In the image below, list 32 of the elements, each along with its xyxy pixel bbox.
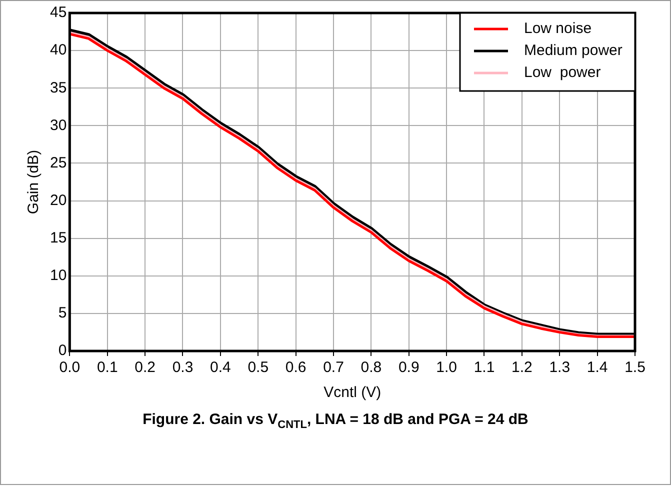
x-tick-label: 1.2: [512, 359, 532, 376]
text: Figure 2. Gain vs V$_{CNTL}$, LNA = 18 dB and PGA = 24 dB: [142, 411, 530, 431]
x-tick-label: 1.4: [586, 359, 608, 376]
x-tick-label: 1.3: [549, 359, 570, 376]
x-tick-label: 1.1: [474, 359, 495, 376]
x-tick-label: 1.0: [436, 359, 457, 376]
y-tick-label: 25: [50, 154, 67, 172]
x-tick-label: 0.8: [360, 359, 382, 376]
legend-label: Low noise: [524, 20, 592, 38]
x-tick-label: 0.6: [285, 359, 306, 376]
y-tick-label: 30: [50, 116, 67, 134]
y-tick-label: 5: [58, 304, 67, 322]
y-tick-label: 10: [50, 267, 67, 284]
x-tick-label: 0.0: [59, 359, 80, 376]
y-tick-label: 40: [50, 42, 67, 59]
y-tick-label: 0: [58, 342, 67, 360]
x-tick-label: 0.3: [172, 359, 194, 376]
y-tick-label: 45: [50, 4, 67, 22]
x-tick-label: 0.1: [96, 359, 118, 376]
legend-label: Low power: [524, 64, 601, 82]
x-tick-label: 1.5: [624, 359, 646, 376]
y-tick-label: 15: [50, 229, 67, 246]
legend-label: Medium power: [524, 42, 622, 60]
x-tick-label: 0.9: [398, 359, 420, 376]
x-tick-label: 0.7: [323, 359, 344, 376]
x-tick-label: 0.4: [210, 359, 231, 376]
x-tick-label: 0.2: [134, 359, 156, 376]
x-tick-label: 0.5: [248, 359, 269, 376]
y-axis-title: Gain (dB): [25, 150, 42, 214]
y-tick-label: 35: [50, 79, 67, 96]
y-tick-label: 20: [50, 192, 67, 209]
x-axis-title: Vcntl (V): [324, 384, 382, 402]
